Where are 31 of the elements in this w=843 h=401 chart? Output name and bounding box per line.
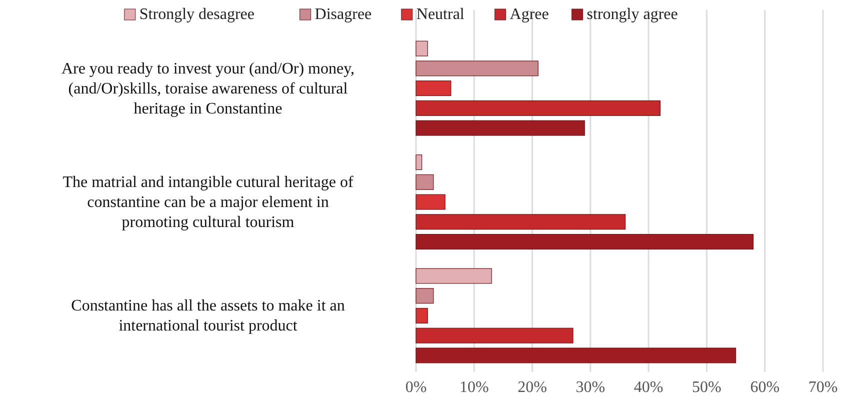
bar: [416, 40, 428, 56]
bar: [416, 348, 736, 364]
x-tick-label: 50%: [692, 379, 722, 396]
x-tick-label: 70%: [808, 379, 838, 396]
bar: [416, 194, 446, 210]
bar: [416, 174, 434, 190]
y-tick-label: Are you ready to invest your (and/Or) money, (and/Or)skills, toraise awareness of cultural heritage in Constantine: [61, 60, 355, 118]
bar: [416, 214, 626, 230]
x-tick-label: 40%: [634, 379, 664, 396]
bar: [416, 328, 574, 344]
y-tick-label: The matrial and intangible cutural heritage of constantine can be a major element in promoting cultural tourism: [62, 174, 354, 231]
bar: [416, 154, 422, 170]
bar: [416, 288, 434, 304]
x-tick-label: 20%: [518, 379, 547, 396]
legend-label: strongly agree: [586, 6, 678, 23]
bar: [416, 308, 428, 324]
legend-label: Disagree: [314, 6, 372, 23]
x-tick-label: 30%: [576, 379, 606, 396]
x-tick-label: 60%: [750, 379, 780, 396]
bar: [416, 60, 538, 76]
x-tick-label: 0%: [405, 379, 427, 396]
y-tick-label: Constantine has all the assets to make it an international tourist product: [71, 298, 345, 335]
bar: [416, 100, 660, 116]
bar: [416, 80, 452, 96]
legend-label: Neutral: [416, 6, 465, 23]
bar: [416, 268, 492, 284]
legend-label: Agree: [510, 6, 549, 23]
bar: [416, 234, 754, 250]
bar: [416, 120, 585, 136]
x-tick-label: 10%: [459, 379, 489, 396]
legend-label: Strongly desagree: [139, 6, 254, 23]
